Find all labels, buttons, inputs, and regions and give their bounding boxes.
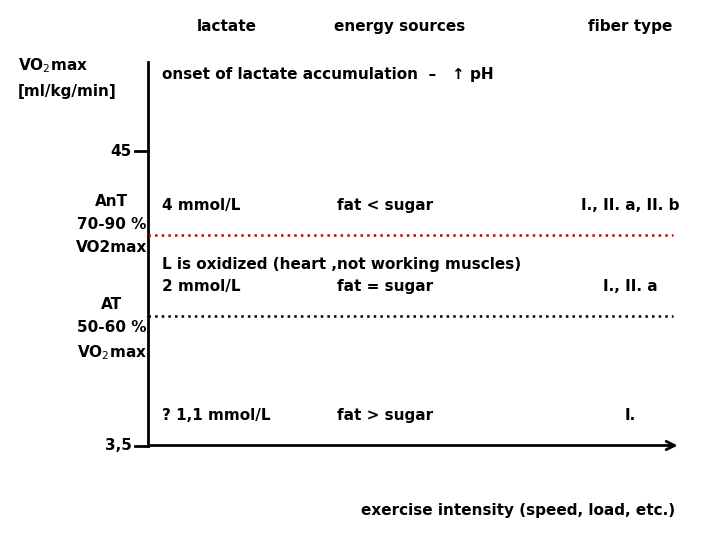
Text: AT: AT: [101, 297, 122, 312]
Text: [ml/kg/min]: [ml/kg/min]: [18, 84, 117, 99]
Text: exercise intensity (speed, load, etc.): exercise intensity (speed, load, etc.): [361, 503, 675, 518]
Text: AnT: AnT: [95, 194, 128, 210]
Text: 3,5: 3,5: [105, 438, 132, 453]
Text: fat < sugar: fat < sugar: [337, 198, 433, 213]
Text: VO2max: VO2max: [76, 240, 148, 255]
Text: fiber type: fiber type: [588, 19, 672, 34]
Text: I., II. a, II. b: I., II. a, II. b: [581, 198, 679, 213]
Text: 2 mmol/L: 2 mmol/L: [162, 279, 240, 294]
Text: 4 mmol/L: 4 mmol/L: [162, 198, 240, 213]
Text: fat > sugar: fat > sugar: [337, 408, 433, 423]
Text: 70-90 %: 70-90 %: [77, 217, 146, 232]
Text: 45: 45: [110, 144, 132, 159]
Text: lactate: lactate: [197, 19, 257, 34]
Text: VO$_2$max: VO$_2$max: [76, 343, 147, 362]
Text: fat = sugar: fat = sugar: [337, 279, 433, 294]
Text: energy sources: energy sources: [334, 19, 465, 34]
Text: L is oxidized (heart ,not working muscles): L is oxidized (heart ,not working muscle…: [162, 257, 521, 272]
Text: 50-60 %: 50-60 %: [77, 320, 146, 335]
Text: onset of lactate accumulation  –   ↑ pH: onset of lactate accumulation – ↑ pH: [162, 68, 494, 83]
Text: I.: I.: [624, 408, 636, 423]
Text: I., II. a: I., II. a: [603, 279, 657, 294]
Text: VO$_2$max: VO$_2$max: [18, 57, 88, 76]
Text: ? 1,1 mmol/L: ? 1,1 mmol/L: [162, 408, 271, 423]
